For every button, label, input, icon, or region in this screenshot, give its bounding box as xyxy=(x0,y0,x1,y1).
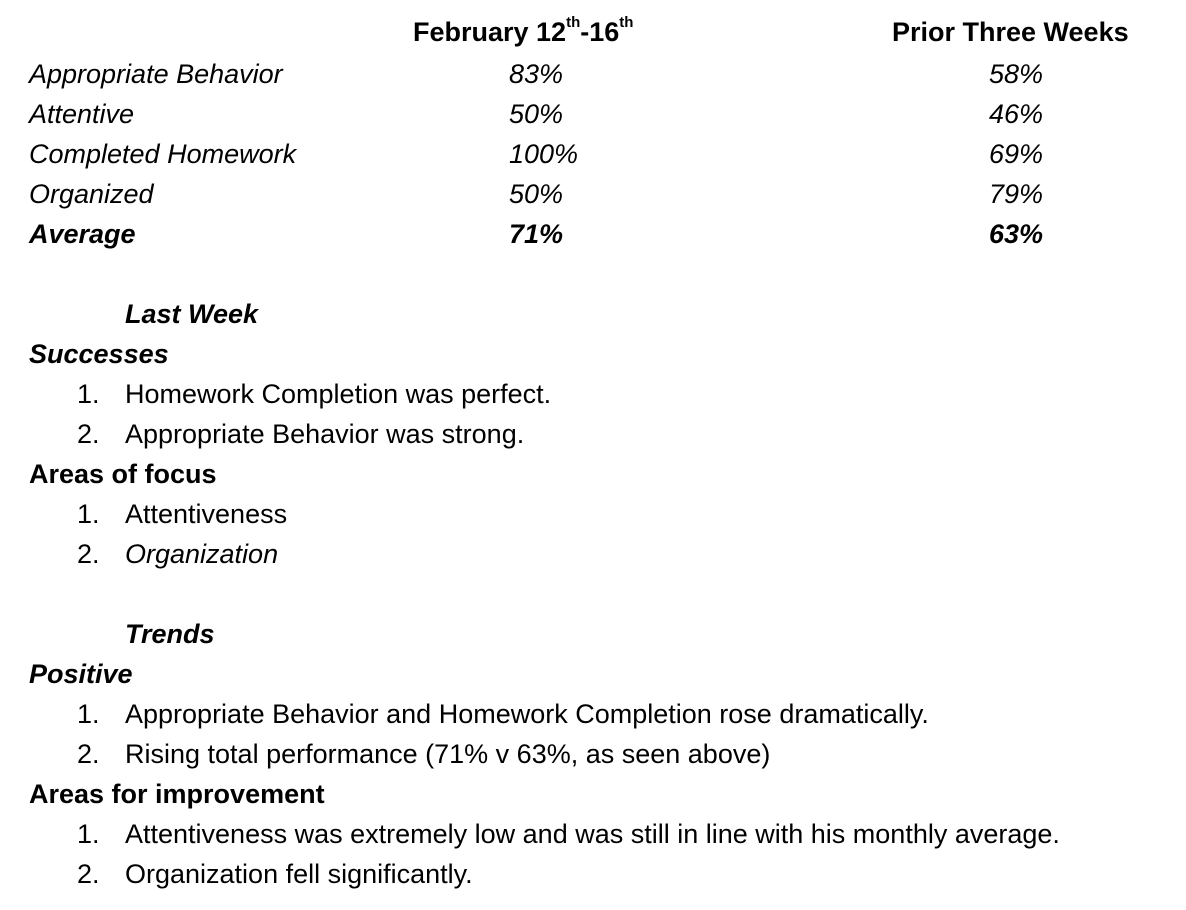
focus-item-1-number: 1. xyxy=(77,499,100,529)
row-prior-attentive: 46% xyxy=(989,99,1044,129)
row-current-appropriate-behavior: 83% xyxy=(509,59,564,89)
header-prior-period: Prior Three Weeks xyxy=(892,17,1129,47)
row-prior-average: 63% xyxy=(989,219,1044,249)
header-current-main: February 12 xyxy=(413,17,567,47)
improvement-item-2-text: Organization fell significantly. xyxy=(125,859,473,889)
row-current-attentive: 50% xyxy=(509,99,564,129)
row-label-attentive: Attentive xyxy=(29,99,135,129)
positive-item-2-text: Rising total performance (71% v 63%, as … xyxy=(125,739,771,769)
positive-heading: Positive xyxy=(29,659,133,689)
row-label-appropriate-behavior: Appropriate Behavior xyxy=(29,59,283,89)
header-current-sup1: th xyxy=(566,14,581,31)
successes-item-1-number: 1. xyxy=(77,379,100,409)
successes-item-2-number: 2. xyxy=(77,419,100,449)
row-prior-completed-homework: 69% xyxy=(989,139,1044,169)
header-current-mid: -16 xyxy=(580,17,620,47)
row-current-organized: 50% xyxy=(509,179,564,209)
positive-item-1-number: 1. xyxy=(77,699,100,729)
focus-item-2-text: Organization xyxy=(125,539,279,569)
trends-heading: Trends xyxy=(125,619,215,649)
successes-heading: Successes xyxy=(29,339,169,369)
positive-item-2-number: 2. xyxy=(77,739,100,769)
row-prior-appropriate-behavior: 58% xyxy=(989,59,1044,89)
improvement-item-2-number: 2. xyxy=(77,859,100,889)
successes-item-2-text: Appropriate Behavior was strong. xyxy=(125,419,525,449)
successes-item-1-text: Homework Completion was perfect. xyxy=(125,379,552,409)
row-current-average: 71% xyxy=(509,219,564,249)
header-current-period: February 12th-16th xyxy=(413,15,633,47)
areas-of-focus-heading: Areas of focus xyxy=(29,459,217,489)
row-label-average: Average xyxy=(29,219,136,249)
row-label-organized: Organized xyxy=(29,179,154,209)
improvement-item-1-text: Attentiveness was extremely low and was … xyxy=(125,819,1060,849)
row-current-completed-homework: 100% xyxy=(509,139,579,169)
header-current-sup2: th xyxy=(619,14,634,31)
positive-item-1-text: Appropriate Behavior and Homework Comple… xyxy=(125,699,929,729)
areas-for-improvement-heading: Areas for improvement xyxy=(29,779,325,809)
last-week-heading: Last Week xyxy=(125,299,259,329)
row-label-completed-homework: Completed Homework xyxy=(29,139,297,169)
improvement-item-1-number: 1. xyxy=(77,819,100,849)
row-prior-organized: 79% xyxy=(989,179,1044,209)
focus-item-2-number: 2. xyxy=(77,539,100,569)
focus-item-1-text: Attentiveness xyxy=(125,499,288,529)
